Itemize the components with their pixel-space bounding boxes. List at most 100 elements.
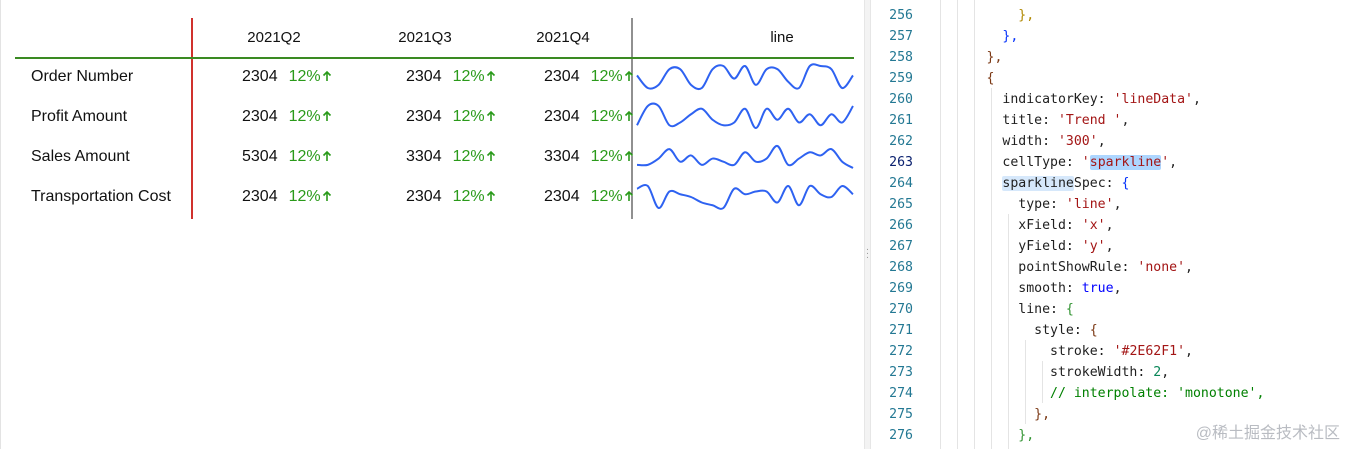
code-token: 'line' [1065, 197, 1114, 212]
metric-value: 2304 [544, 108, 580, 125]
code-token: , [1105, 239, 1114, 254]
arrow-icon [486, 110, 495, 121]
metric-value: 2304 [406, 68, 442, 85]
code-line: line: { [923, 299, 1074, 320]
code-token: }, [923, 8, 1035, 23]
arrow-icon [624, 70, 633, 81]
code-line: cellType: 'sparkline', [923, 152, 1177, 173]
indent-guide [957, 0, 958, 449]
code-line: indicatorKey: 'lineData', [923, 89, 1201, 110]
column-header: 2021Q4 [536, 29, 590, 46]
code-token: 'Trend ' [1057, 113, 1122, 128]
code-token: { [1065, 302, 1074, 317]
code-token: , [1185, 344, 1193, 359]
change-value: 12% [288, 188, 321, 205]
arrow-icon [322, 190, 331, 201]
code-token: , [1113, 281, 1122, 296]
indent-guide [974, 0, 975, 449]
code-token: cellType: [923, 155, 1082, 170]
metric-cell: 2304 12% [544, 97, 634, 137]
line-number: 273 [889, 365, 913, 380]
code-token: smooth: [923, 281, 1082, 296]
code-line: xField: 'x', [923, 215, 1114, 236]
line-number: 257 [889, 29, 913, 44]
code-line: style: { [923, 320, 1098, 341]
code-line: stroke: '#2E62F1', [923, 341, 1193, 362]
indent-guide [1008, 214, 1009, 449]
metric-cell: 3304 12% [406, 137, 496, 177]
code-token: , [1113, 197, 1122, 212]
code-token: , [1105, 218, 1114, 233]
line-number: 272 [889, 344, 913, 359]
change-value: 12% [452, 108, 485, 125]
arrow-icon [486, 190, 495, 201]
line-number: 263 [889, 155, 913, 170]
line-number: 268 [889, 260, 913, 275]
arrow-icon [322, 70, 331, 81]
column-header: 2021Q2 [247, 29, 301, 46]
code-token: width: [923, 134, 1058, 149]
code-token: 'x' [1081, 218, 1106, 233]
code-line: }, [923, 425, 1034, 446]
code-token: 'lineData' [1113, 92, 1193, 107]
code-line: // interpolate: 'monotone', [923, 383, 1264, 404]
metric-cell: 2304 12% [242, 57, 332, 97]
code-line: smooth: true, [923, 278, 1122, 299]
change-value: 12% [590, 108, 623, 125]
splitter[interactable] [864, 0, 871, 449]
row-label: Order Number [31, 68, 134, 85]
code-token: '#2E62F1' [1113, 344, 1186, 359]
line-number: 271 [889, 323, 913, 338]
sparkline [636, 184, 854, 210]
code-token: title: [923, 113, 1058, 128]
indent-guide [991, 88, 992, 449]
metric-value: 5304 [242, 148, 278, 165]
code-token: Spec: [1073, 176, 1122, 191]
line-number: 269 [889, 281, 913, 296]
watermark: @稀土掘金技术社区 [1195, 425, 1340, 442]
code-token: true [1081, 281, 1114, 296]
line-number: 276 [889, 428, 913, 443]
code-token: , [1185, 260, 1193, 275]
line-number: 262 [889, 134, 913, 149]
code-token: style: [923, 323, 1090, 338]
code-token: , [1169, 155, 1178, 170]
column-header: line [770, 29, 794, 46]
code-token: , [1121, 113, 1130, 128]
metric-cell: 2304 12% [544, 57, 634, 97]
line-number: 275 [889, 407, 913, 422]
code-line: }, [923, 47, 1003, 68]
code-token [923, 176, 1002, 191]
code-token: }, [923, 428, 1035, 443]
row-label: Profit Amount [31, 108, 128, 125]
code-line: strokeWidth: 2, [923, 362, 1169, 383]
line-number: 260 [889, 92, 913, 107]
sparkline [636, 63, 854, 91]
metric-value: 2304 [242, 108, 278, 125]
code-line: }, [923, 26, 1018, 47]
code-line: { [923, 68, 995, 89]
metric-value: 2304 [242, 68, 278, 85]
code-line: type: 'line', [923, 194, 1122, 215]
metric-value: 2304 [544, 68, 580, 85]
code-token: sparkline [1089, 155, 1162, 170]
indent-guide [940, 0, 941, 449]
code-token: ' [1161, 155, 1170, 170]
metric-cell: 5304 12% [242, 137, 332, 177]
metric-cell: 2304 12% [406, 177, 496, 217]
line-number: 259 [889, 71, 913, 86]
change-value: 12% [452, 148, 485, 165]
line-number: 265 [889, 197, 913, 212]
code-token: line: [923, 302, 1066, 317]
code-token: stroke: [923, 344, 1114, 359]
code-token: type: [923, 197, 1066, 212]
line-number: 264 [889, 176, 913, 191]
code-token: }, [923, 50, 1003, 65]
sparkline [636, 102, 854, 130]
indent-guide [1042, 361, 1043, 403]
code-token: indicatorKey: [923, 92, 1114, 107]
arrow-icon [486, 70, 495, 81]
column-header: 2021Q3 [398, 29, 452, 46]
change-value: 12% [452, 188, 485, 205]
